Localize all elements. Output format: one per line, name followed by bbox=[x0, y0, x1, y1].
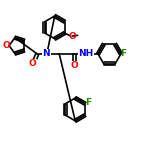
Text: O: O bbox=[3, 41, 11, 50]
Text: NH: NH bbox=[78, 49, 93, 59]
Text: O: O bbox=[68, 32, 76, 41]
Text: F: F bbox=[85, 98, 91, 107]
Text: N: N bbox=[43, 49, 50, 59]
Text: O: O bbox=[71, 61, 78, 70]
Text: F: F bbox=[121, 49, 127, 59]
Text: O: O bbox=[29, 59, 36, 68]
